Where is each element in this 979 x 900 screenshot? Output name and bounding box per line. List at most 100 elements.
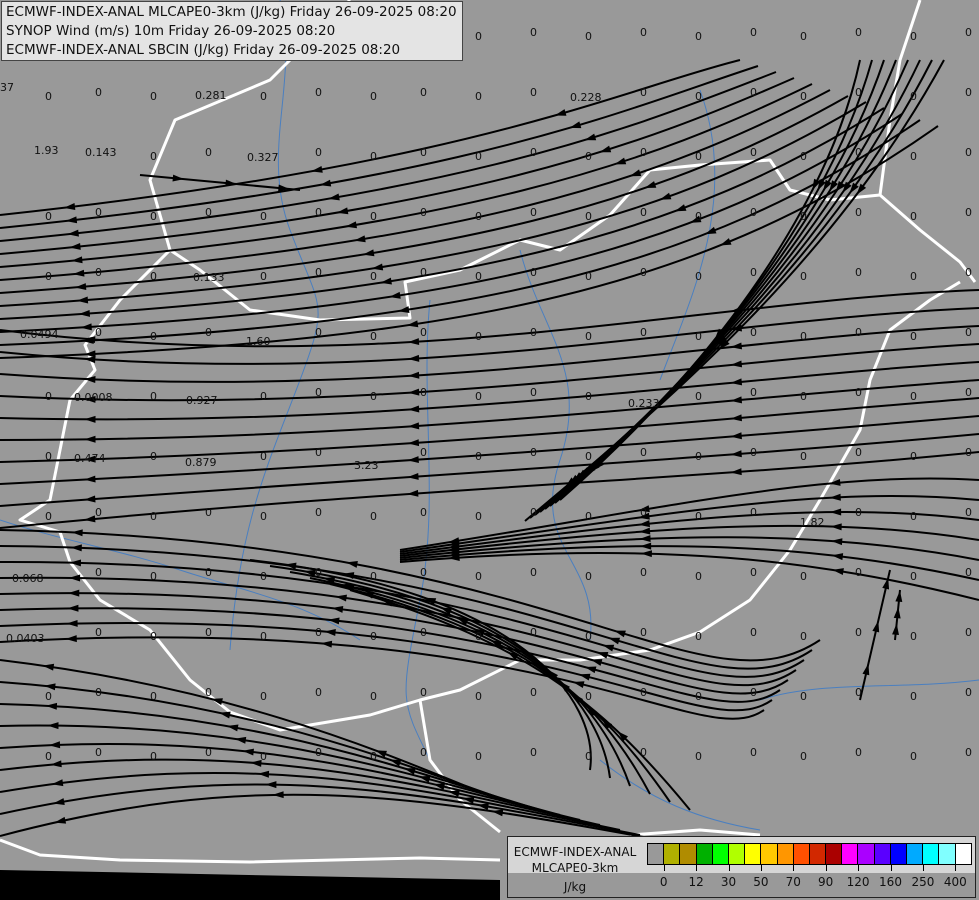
station-value-zero: 0 (420, 86, 427, 99)
arrowhead-icon (730, 324, 742, 332)
arrowhead-icon (590, 659, 603, 666)
station-value: 0.927 (186, 394, 218, 407)
arrowhead-icon (424, 597, 437, 605)
arrowhead-icon (362, 591, 375, 599)
arrowhead-icon (63, 203, 76, 210)
station-value-zero: 0 (475, 330, 482, 343)
arrowhead-icon (730, 468, 742, 476)
arrowhead-icon (380, 277, 392, 285)
station-value: 0.327 (247, 151, 279, 164)
station-value-zero: 0 (695, 90, 702, 103)
station-value-zero: 0 (855, 206, 862, 219)
station-value-zero: 0 (315, 146, 322, 159)
station-value-zero: 0 (640, 446, 647, 459)
station-value-zero: 0 (150, 750, 157, 763)
arrowhead-icon (71, 529, 83, 537)
arrowhead-icon (569, 121, 582, 129)
station-value-zero: 0 (965, 566, 972, 579)
station-value-zero: 0 (855, 266, 862, 279)
station-value: 0.879 (185, 456, 217, 469)
legend-tick (955, 864, 957, 871)
station-value-zero: 0 (205, 326, 212, 339)
legend-tick (663, 864, 665, 871)
legend-swatch (809, 844, 827, 864)
streamline (0, 724, 561, 816)
station-value-zero: 0 (695, 450, 702, 463)
station-value-zero: 0 (800, 150, 807, 163)
station-value: 1.60 (246, 335, 271, 348)
arrowhead-icon (812, 178, 821, 191)
station-value-zero: 0 (420, 746, 427, 759)
arrowhead-icon (614, 630, 626, 638)
arrowhead-icon (323, 576, 336, 584)
arrowhead-icon (730, 306, 742, 314)
arrowhead-icon (842, 181, 852, 193)
station-value-zero: 0 (45, 690, 52, 703)
arrowhead-icon (272, 791, 284, 799)
station-value: 1.93 (34, 144, 59, 157)
arrowhead-icon (640, 550, 652, 558)
arrowhead-icon (644, 181, 657, 189)
arrowhead-icon (407, 405, 420, 413)
arrowhead-icon (659, 192, 672, 200)
rivers (0, 0, 979, 831)
station-value-zero: 0 (695, 30, 702, 43)
arrowhead-icon (225, 179, 237, 187)
arrowhead-icon (862, 663, 870, 676)
arrowhead-icon (74, 283, 87, 291)
station-value-zero: 0 (695, 750, 702, 763)
legend-tick (728, 864, 730, 871)
station-value-zero: 0 (315, 446, 322, 459)
station-value-zero: 0 (370, 210, 377, 223)
station-value-labels: 37 0.281 1.93 0.143 0.327 0.228 0.133 0.0494 1.6… (0, 26, 972, 763)
legend-tick-label: 250 (911, 875, 935, 889)
arrowhead-icon (362, 249, 375, 257)
streamline (399, 477, 979, 551)
legend-parameter: MLCAPE0-3km (531, 861, 619, 875)
station-value-zero: 0 (965, 746, 972, 759)
station-value-zero: 0 (750, 386, 757, 399)
station-value-zero: 0 (530, 146, 537, 159)
streamline (0, 343, 979, 402)
station-value-zero: 0 (585, 630, 592, 643)
legend-tick-label: 90 (818, 875, 834, 889)
arrowhead-icon (342, 584, 355, 592)
wind-streamlines (0, 59, 979, 841)
station-value: 1.82 (800, 516, 825, 529)
arrowhead-icon (50, 760, 62, 768)
arrowhead-icon (730, 378, 743, 386)
river (229, 0, 319, 651)
streamline (399, 536, 979, 561)
arrowhead-icon (67, 604, 79, 612)
station-value-zero: 0 (640, 266, 647, 279)
legend-swatch (648, 844, 665, 864)
station-value-zero: 0 (695, 570, 702, 583)
country-borders (0, 0, 977, 864)
station-value-zero: 0 (695, 690, 702, 703)
station-value-zero: 0 (420, 686, 427, 699)
station-value-zero: 0 (695, 210, 702, 223)
station-value-zero: 0 (150, 630, 157, 643)
legend-tick-label: 0 (659, 875, 668, 889)
station-value-zero: 0 (640, 86, 647, 99)
station-value-zero: 0 (260, 510, 267, 523)
arrowhead-icon (629, 169, 642, 177)
station-value-zero: 0 (800, 750, 807, 763)
arrowhead-icon (84, 376, 96, 384)
station-value-zero: 0 (45, 510, 52, 523)
river (759, 679, 979, 701)
arrowhead-icon (872, 620, 880, 633)
arrowhead-icon (84, 356, 96, 364)
station-value: 0.0008 (74, 391, 113, 404)
arrowhead-icon (47, 722, 59, 730)
station-value-zero: 0 (150, 690, 157, 703)
arrowhead-icon (278, 184, 290, 192)
station-value-zero: 0 (95, 326, 102, 339)
legend-swatch (939, 844, 956, 864)
station-value-zero: 0 (750, 206, 757, 219)
arrowhead-icon (717, 336, 729, 348)
arrowhead-icon (407, 439, 420, 447)
station-value-zero: 0 (910, 330, 917, 343)
station-value-zero: 0 (800, 630, 807, 643)
arrowhead-icon (404, 768, 416, 775)
